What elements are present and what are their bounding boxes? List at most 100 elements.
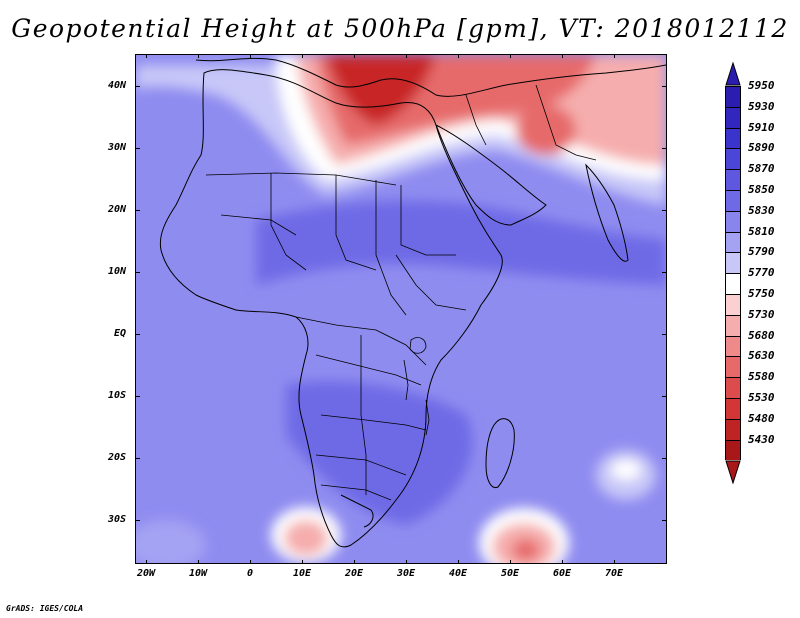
border-line [535,84,597,161]
colorbar-swatch [725,127,741,149]
x-tick-mark [614,560,615,564]
colorbar-swatch [725,148,741,170]
border-line [315,354,422,386]
colorbar-bottom-arrow [725,460,741,485]
y-tick-mark [135,148,140,149]
y-tick-label: 40N [107,80,126,91]
map-svg [136,55,666,563]
x-tick-label: 20E [344,568,364,579]
x-tick-mark [510,54,511,58]
border-line [400,185,456,256]
y-tick-mark [135,458,140,459]
y-tick-mark [135,86,140,87]
y-tick-mark [662,396,667,397]
border-line [395,254,467,311]
y-tick-label: 30S [107,514,126,525]
x-tick-label: 0 [246,568,254,579]
y-tick-label: 20N [107,204,126,215]
x-tick-mark [302,560,303,564]
x-tick-label: 70E [604,568,624,579]
lake-victoria [409,337,427,354]
y-tick-mark [662,458,667,459]
x-tick-mark [354,54,355,58]
x-tick-mark [510,560,511,564]
colorbar-swatch [725,418,741,440]
border-line [375,180,407,316]
field-south-indian-red [512,539,540,561]
y-tick-label: 20S [107,452,126,463]
y-tick-mark [662,334,667,335]
colorbar-swatch [725,106,741,128]
y-tick-mark [662,210,667,211]
map-plot-area [135,54,667,564]
x-tick-label: 30E [396,568,416,579]
colorbar-label: 5680 [748,328,775,342]
lake-tanganyika [403,359,409,401]
colorbar-swatch [725,252,741,274]
y-tick-mark [135,334,140,335]
border-line [360,335,367,495]
colorbar-label: 5530 [748,391,775,404]
colorbar-label: 5770 [748,266,775,280]
x-tick-mark [406,560,407,564]
x-tick-label: 10W [188,568,208,579]
x-tick-mark [614,54,615,58]
x-tick-mark [250,560,251,564]
x-tick-mark [198,54,199,58]
colorbar-swatch [725,294,741,315]
field-dark-red-med [326,55,436,125]
x-tick-mark [562,560,563,564]
colorbar-label: 5430 [748,432,775,446]
x-tick-label: 40E [448,568,468,579]
x-tick-mark [146,560,147,564]
colorbar-swatch [725,398,741,419]
colorbar-label: 5630 [748,349,775,363]
y-tick-mark [135,272,140,273]
border-line [220,214,297,236]
x-tick-mark [354,560,355,564]
x-tick-mark [302,54,303,58]
x-tick-mark [458,54,459,58]
y-tick-label: 10S [107,390,126,401]
y-tick-label: 10N [107,266,126,277]
border-line [465,94,487,146]
y-tick-label: EQ [113,328,126,339]
colorbar-label: 5790 [748,245,775,259]
colorbar-label: 5870 [748,162,775,176]
y-tick-mark [662,86,667,87]
colorbar-swatch [725,210,741,232]
y-tick-mark [135,210,140,211]
y-tick-mark [662,520,667,521]
y-tick-mark [662,148,667,149]
lake-malawi [425,399,430,436]
south-africa-detail [340,494,374,528]
arabia-coastline [435,123,547,226]
x-tick-mark [250,54,251,58]
x-tick-mark [198,560,199,564]
europe-coastline [195,57,666,97]
y-tick-mark [135,396,140,397]
colorbar-label: 5480 [748,411,775,425]
x-tick-label: 60E [552,568,572,579]
x-tick-mark [406,54,407,58]
colorbar-label: 5910 [748,120,775,134]
border-line [335,175,377,271]
y-tick-mark [135,520,140,521]
colorbar-swatch [725,169,741,190]
colorbar-top-arrow [725,62,741,86]
coastlines [159,57,666,548]
country-borders [205,84,597,501]
chart-title: Geopotential Height at 500hPa [gpm], VT:… [11,14,789,43]
x-tick-mark [146,54,147,58]
madagascar-coastline [485,418,515,489]
field-red-asia [516,105,576,155]
x-tick-mark [562,54,563,58]
colorbar-label: 5810 [748,224,775,238]
border-line [270,173,307,271]
colorbar-label: 5890 [748,141,775,155]
colorbar-label: 5930 [748,99,775,113]
colorbar-swatch [725,314,741,336]
colorbar-swatch [725,335,741,357]
field-south-atlantic-pink [284,520,328,556]
y-tick-label: 30N [107,142,126,153]
